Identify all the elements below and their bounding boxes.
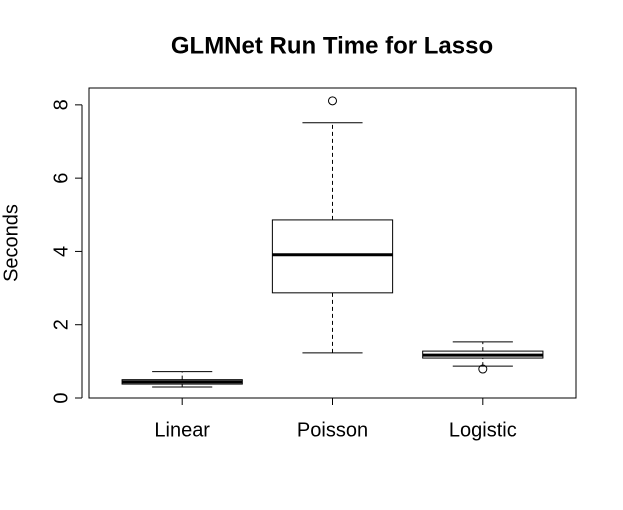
- x-tick-label: Logistic: [449, 419, 517, 441]
- x-tick-label: Poisson: [297, 419, 368, 441]
- x-tick-label: Linear: [154, 419, 210, 441]
- y-tick-label: 0: [50, 392, 72, 403]
- y-axis-label: Seconds: [0, 204, 22, 282]
- outlier: [478, 364, 488, 374]
- y-tick-label: 8: [50, 99, 72, 110]
- box: [271, 219, 394, 294]
- y-tick-label: 6: [50, 173, 72, 184]
- chart-title: GLMNet Run Time for Lasso: [171, 32, 493, 59]
- y-tick-label: 2: [50, 319, 72, 330]
- y-tick-label: 4: [50, 246, 72, 257]
- outlier: [328, 96, 337, 106]
